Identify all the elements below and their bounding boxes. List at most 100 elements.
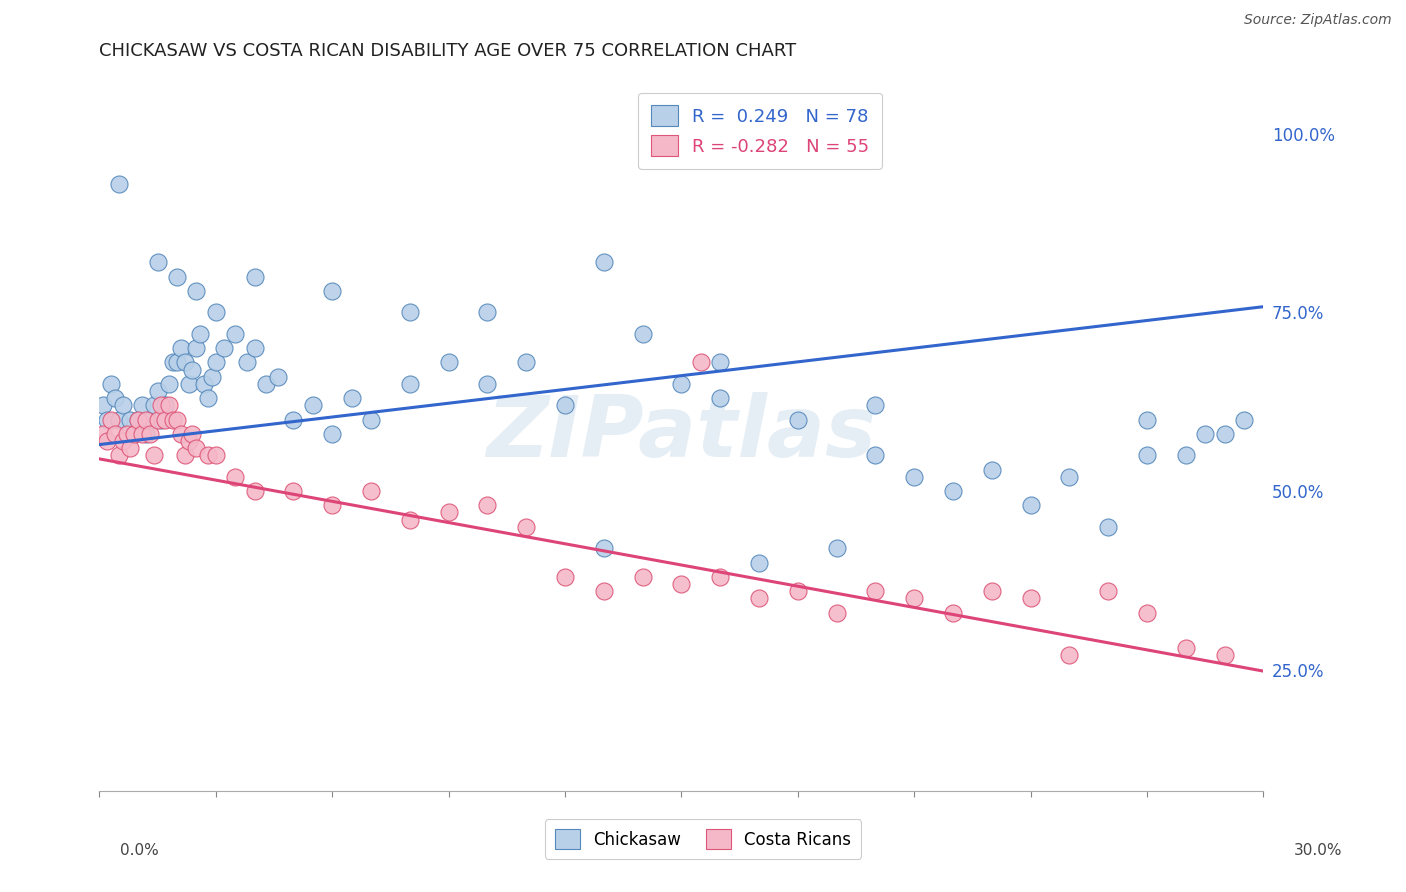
Point: [96, 434, 118, 448]
Point: [177, 434, 200, 448]
Point: [181, 362, 204, 376]
Point: [1019, 591, 1042, 606]
Point: [1233, 412, 1256, 426]
Point: [437, 355, 460, 369]
Point: [709, 355, 731, 369]
Point: [204, 305, 226, 319]
Point: [1174, 641, 1197, 656]
Point: [340, 391, 363, 405]
Point: [139, 426, 162, 441]
Point: [1019, 499, 1042, 513]
Point: [980, 584, 1002, 599]
Point: [177, 376, 200, 391]
Point: [155, 412, 177, 426]
Point: [155, 398, 177, 412]
Text: ZIPatlas: ZIPatlas: [486, 392, 876, 475]
Point: [942, 606, 965, 620]
Point: [748, 556, 770, 570]
Point: [100, 376, 122, 391]
Point: [111, 434, 134, 448]
Point: [193, 376, 215, 391]
Point: [592, 255, 614, 269]
Point: [170, 426, 193, 441]
Point: [124, 426, 146, 441]
Point: [188, 326, 211, 341]
Point: [321, 284, 343, 298]
Point: [162, 355, 184, 369]
Point: [360, 483, 382, 498]
Point: [1194, 426, 1216, 441]
Point: [224, 326, 246, 341]
Point: [671, 577, 693, 591]
Point: [224, 469, 246, 483]
Point: [398, 376, 420, 391]
Point: [903, 591, 925, 606]
Point: [186, 341, 208, 355]
Point: [166, 412, 188, 426]
Point: [157, 376, 180, 391]
Point: [104, 391, 127, 405]
Point: [139, 412, 162, 426]
Point: [243, 341, 266, 355]
Point: [1059, 648, 1081, 663]
Point: [150, 398, 173, 412]
Point: [477, 376, 499, 391]
Point: [865, 584, 887, 599]
Point: [321, 499, 343, 513]
Text: Source: ZipAtlas.com: Source: ZipAtlas.com: [1244, 13, 1392, 28]
Point: [1174, 448, 1197, 462]
Point: [631, 570, 654, 584]
Point: [1059, 469, 1081, 483]
Point: [321, 426, 343, 441]
Point: [631, 326, 654, 341]
Point: [170, 341, 193, 355]
Point: [515, 355, 537, 369]
Point: [825, 606, 848, 620]
Point: [91, 426, 114, 441]
Point: [1136, 606, 1159, 620]
Point: [186, 284, 208, 298]
Point: [131, 398, 153, 412]
Point: [150, 412, 173, 426]
Point: [107, 412, 129, 426]
Point: [865, 448, 887, 462]
Point: [107, 448, 129, 462]
Legend: Chickasaw, Costa Ricans: Chickasaw, Costa Ricans: [544, 820, 862, 859]
Point: [709, 570, 731, 584]
Point: [157, 398, 180, 412]
Text: CHICKASAW VS COSTA RICAN DISABILITY AGE OVER 75 CORRELATION CHART: CHICKASAW VS COSTA RICAN DISABILITY AGE …: [100, 42, 797, 60]
Point: [515, 520, 537, 534]
Point: [709, 391, 731, 405]
Point: [243, 483, 266, 498]
Point: [127, 412, 149, 426]
Point: [283, 412, 305, 426]
Point: [942, 483, 965, 498]
Point: [825, 541, 848, 556]
Point: [127, 412, 149, 426]
Point: [173, 355, 195, 369]
Point: [301, 398, 323, 412]
Point: [142, 398, 165, 412]
Point: [197, 391, 219, 405]
Point: [124, 426, 146, 441]
Point: [398, 513, 420, 527]
Point: [1136, 448, 1159, 462]
Point: [1213, 426, 1236, 441]
Point: [146, 412, 169, 426]
Point: [236, 355, 259, 369]
Point: [398, 305, 420, 319]
Point: [592, 584, 614, 599]
Point: [477, 305, 499, 319]
Point: [186, 441, 208, 455]
Point: [903, 469, 925, 483]
Point: [1097, 520, 1119, 534]
Point: [142, 448, 165, 462]
Point: [115, 426, 138, 441]
Point: [131, 426, 153, 441]
Point: [115, 426, 138, 441]
Point: [204, 355, 226, 369]
Point: [91, 398, 114, 412]
Point: [212, 341, 235, 355]
Point: [477, 499, 499, 513]
Point: [162, 412, 184, 426]
